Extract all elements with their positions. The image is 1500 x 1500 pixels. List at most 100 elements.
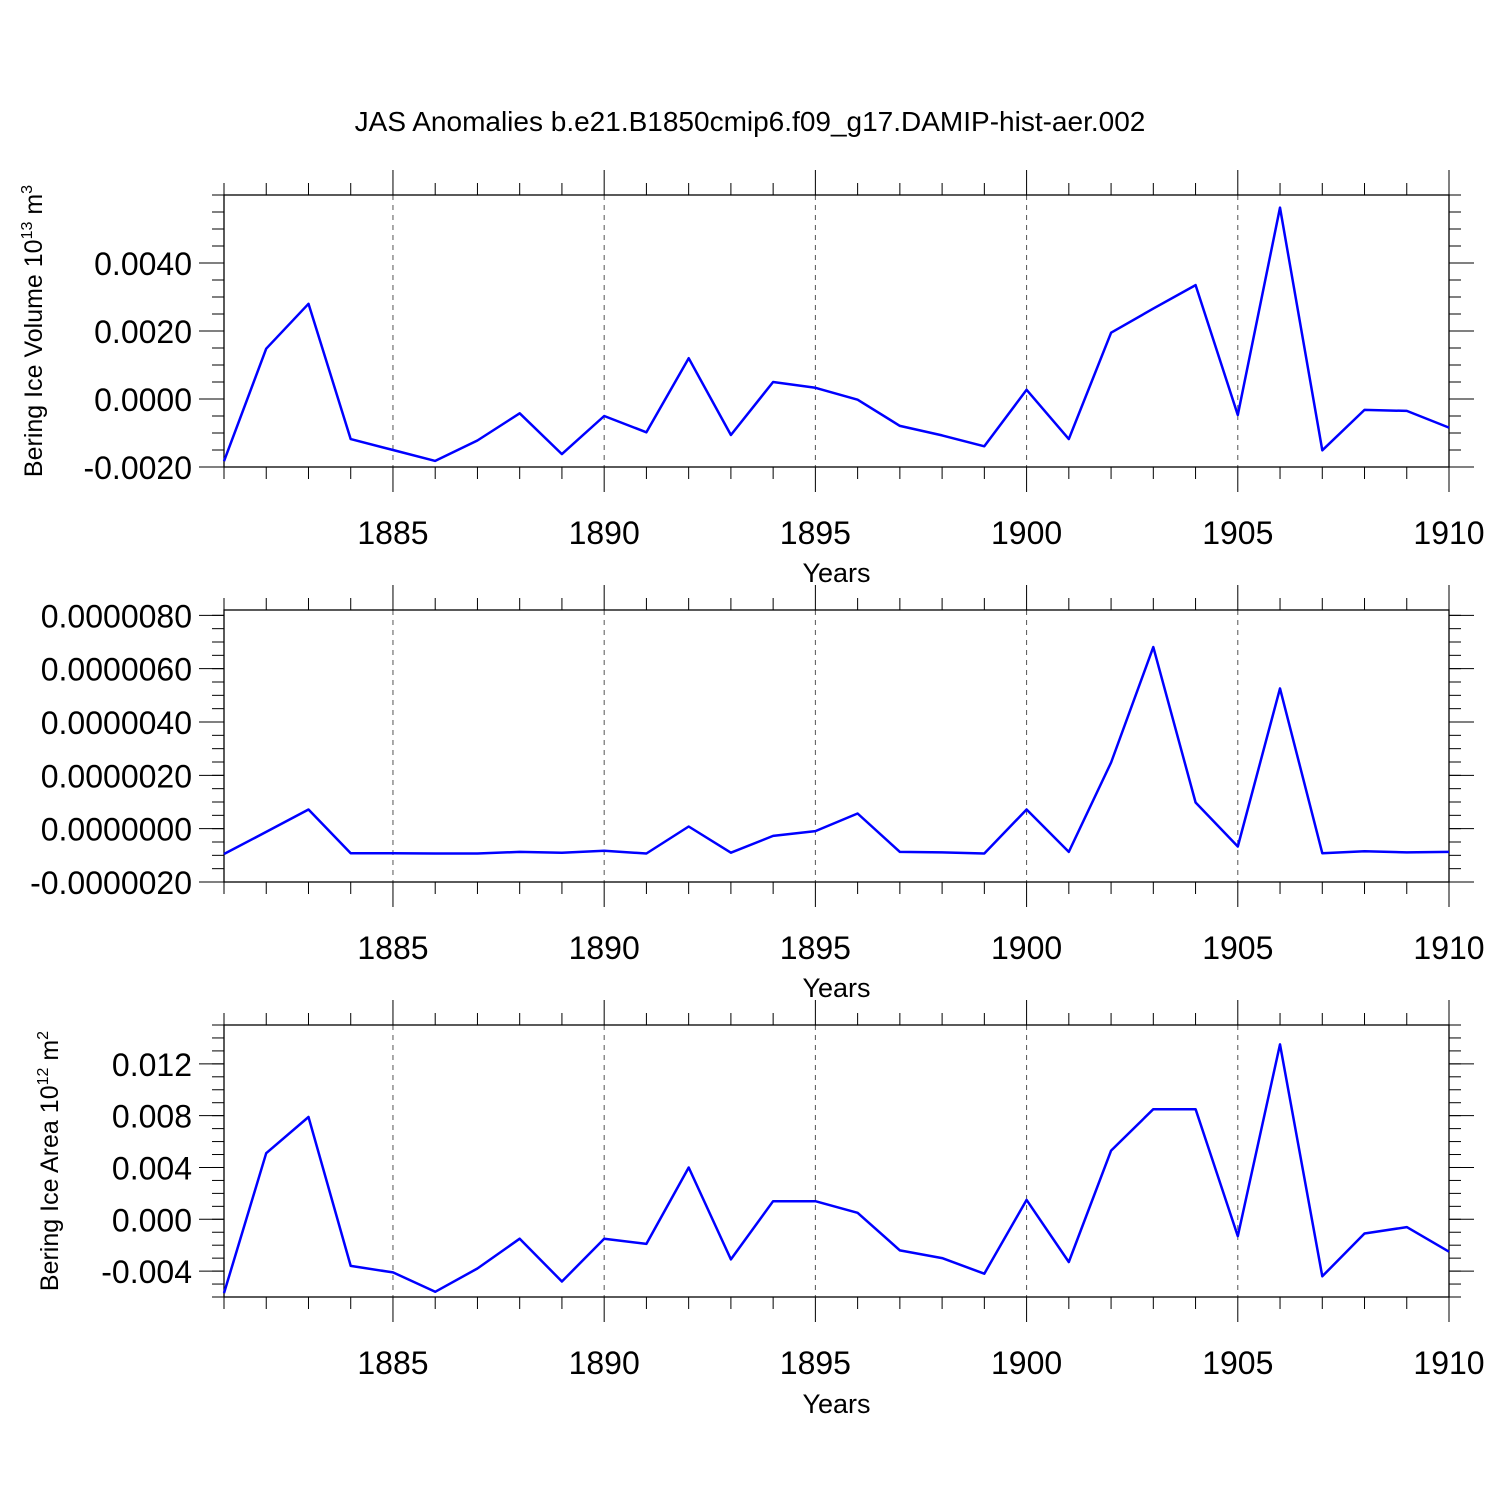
data-point [264,1151,268,1155]
data-point [602,1237,606,1241]
data-point [982,851,986,855]
data-point [856,398,860,402]
data-point [602,414,606,418]
data-point [856,1211,860,1215]
data-point [1067,437,1071,441]
x-axis-title: Years [802,973,870,1003]
data-point [1320,448,1324,452]
chart-panel-3: -0.004 0.000 0.004 0.008 0.012 1885 1890 1895 19… [35,1000,1485,1419]
plot-frame [223,609,1450,883]
y-tick-label: 0.0000040 [41,705,192,741]
data-point [1067,1260,1071,1264]
data-point [264,830,268,834]
data-point [391,851,395,855]
data-point [856,811,860,815]
x-tick-label: 1900 [991,515,1062,551]
y-tick-label: 0.0000060 [41,652,192,688]
series-line [222,1043,1450,1294]
data-point [560,1279,564,1283]
data-point [982,1272,986,1276]
data-point [433,1290,437,1294]
data-point [687,1165,691,1169]
data-point [391,448,395,452]
data-point [1278,1042,1282,1046]
data-point [729,1257,733,1261]
x-axis-title: Years [802,1389,870,1419]
data-point [1109,761,1113,765]
y-tick-label: 0.0020 [94,314,192,350]
series-line [223,645,1450,856]
x-tick-label: 1900 [991,1345,1062,1381]
x-tick-label: 1895 [780,930,851,966]
data-point [898,424,902,428]
x-tick-label: 1890 [569,930,640,966]
data-point [1405,850,1409,854]
figure-title: JAS Anomalies b.e21.B1850cmip6.f09_g17.D… [355,106,1146,137]
data-point [1363,1232,1367,1236]
x-tick-label: 1905 [1202,1345,1273,1381]
data-point [1236,845,1240,849]
y-tick-label: 0.0000 [94,382,192,418]
y-tick-label: -0.0020 [83,450,192,486]
data-point [1363,408,1367,412]
data-point [1151,645,1155,649]
y-tick-label: 0.004 [112,1150,192,1186]
data-point [813,1199,817,1203]
chart-panel-1: -0.0020 0.0000 0.0020 0.0040 1885 1890 1895 190… [19,170,1485,588]
data-point [771,834,775,838]
x-tick-label: 1900 [991,930,1062,966]
data-point [560,452,564,456]
data-point [306,1115,310,1119]
y-axis-title: Bering Ice Volume 1013 m3 [19,185,48,477]
data-point [349,437,353,441]
data-point [1151,307,1155,311]
data-point [391,1270,395,1274]
data-point [518,850,522,854]
data-point [475,851,479,855]
data-point [1025,807,1029,811]
data-point [518,411,522,415]
data-point [898,850,902,854]
data-point [306,302,310,306]
data-point [771,1199,775,1203]
data-point [222,1291,226,1295]
data-point [264,347,268,351]
data-point [771,380,775,384]
data-point [644,851,648,855]
data-point [644,430,648,434]
data-point [1109,1149,1113,1153]
data-point [560,851,564,855]
data-point [940,1256,944,1260]
data-point [222,459,226,463]
data-point [940,850,944,854]
y-tick-label: -0.0000020 [30,865,192,901]
data-point [1194,1107,1198,1111]
x-tick-label: 1910 [1413,1345,1484,1381]
data-point [1278,686,1282,690]
y-tick-label: 0.012 [112,1047,192,1083]
data-point [1109,331,1113,335]
data-point [644,1242,648,1246]
data-point [982,444,986,448]
data-point [349,851,353,855]
x-tick-label: 1885 [357,515,428,551]
plot-frame [223,1024,1450,1298]
chart-panels: -0.0020 0.0000 0.0020 0.0040 1885 1890 1895 190… [19,170,1485,1419]
x-tick-label: 1910 [1413,930,1484,966]
x-tick-label: 1910 [1413,515,1484,551]
series-line [222,206,1450,463]
data-point [222,852,226,856]
data-point [729,851,733,855]
data-point [1278,206,1282,210]
data-point [518,1237,522,1241]
data-point [687,825,691,829]
data-point [1447,426,1451,430]
data-point [813,829,817,833]
x-tick-label: 1890 [569,1345,640,1381]
x-tick-label: 1885 [357,930,428,966]
data-point [475,438,479,442]
y-tick-label: 0.000 [112,1202,192,1238]
data-point [1025,1198,1029,1202]
y-tick-label: 0.0000080 [41,598,192,634]
